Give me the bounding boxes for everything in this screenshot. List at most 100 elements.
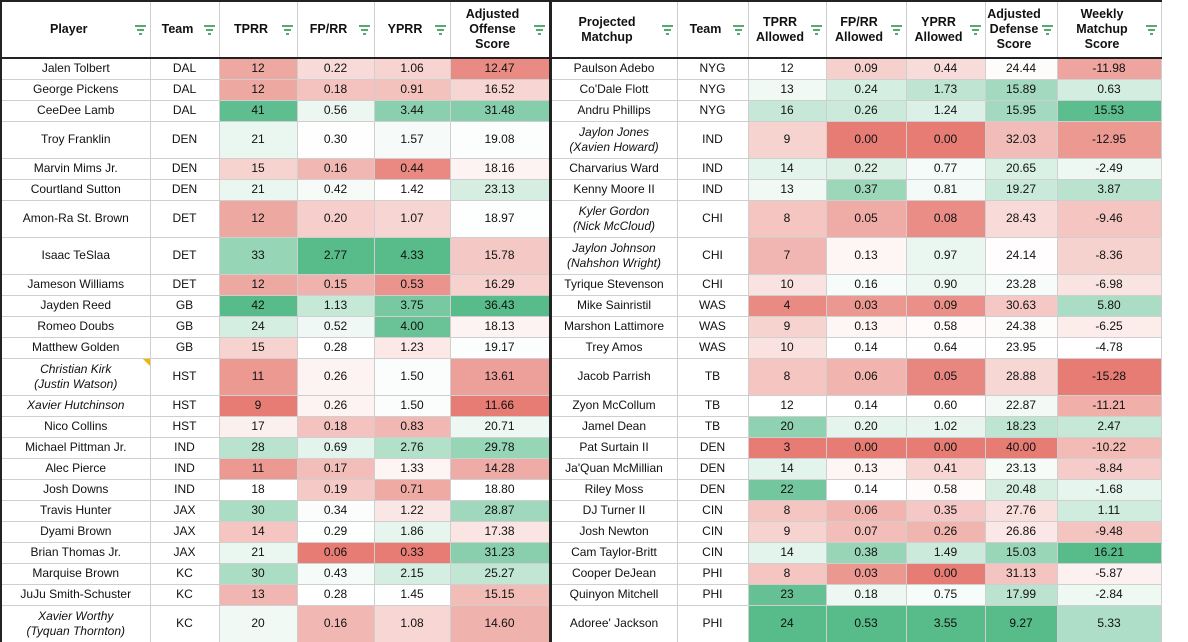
defense-team-cell[interactable]: CIN [676,499,749,522]
matchup-cell[interactable]: Quinyon Mitchell [548,583,678,606]
yprr-allowed-cell[interactable]: 1.02 [905,415,986,438]
yprr-cell[interactable]: 0.33 [373,541,451,564]
defense-score-cell[interactable]: 17.99 [984,583,1058,606]
team-cell[interactable]: DAL [149,57,220,80]
yprr-allowed-cell[interactable]: 0.81 [905,178,986,201]
tprr-allowed-cell[interactable]: 9 [747,120,827,159]
team-cell[interactable]: KC [149,562,220,585]
defense-team-cell[interactable]: DEN [676,457,749,480]
filter-icon[interactable] [1145,24,1157,35]
offense-score-cell[interactable]: 14.60 [449,604,551,642]
offense-score-cell[interactable]: 13.61 [449,357,551,396]
fprr-cell[interactable]: 0.15 [296,273,375,296]
fprr-cell[interactable]: 1.13 [296,294,375,317]
team-cell[interactable]: IND [149,436,220,459]
matchup-cell[interactable]: Josh Newton [548,520,678,543]
team-cell[interactable]: KC [149,583,220,606]
defense-team-cell[interactable]: CHI [676,236,749,275]
yprr-cell[interactable]: 1.50 [373,394,451,417]
tprr-cell[interactable]: 13 [218,583,298,606]
col-header-tprr[interactable]: TPRR [218,0,298,59]
player-cell[interactable]: Amon-Ra St. Brown [0,199,151,238]
fprr-allowed-cell[interactable]: 0.13 [825,236,907,275]
yprr-cell[interactable]: 1.33 [373,457,451,480]
tprr-allowed-cell[interactable]: 9 [747,520,827,543]
weekly-score-cell[interactable]: 5.80 [1056,294,1162,317]
offense-score-cell[interactable]: 15.78 [449,236,551,275]
fprr-cell[interactable]: 0.17 [296,457,375,480]
tprr-allowed-cell[interactable]: 10 [747,273,827,296]
team-cell[interactable]: HST [149,357,220,396]
weekly-score-cell[interactable]: -11.98 [1056,57,1162,80]
fprr-allowed-cell[interactable]: 0.06 [825,499,907,522]
tprr-allowed-cell[interactable]: 4 [747,294,827,317]
fprr-allowed-cell[interactable]: 0.22 [825,157,907,180]
matchup-cell[interactable]: Kyler Gordon (Nick McCloud) [548,199,678,238]
weekly-score-cell[interactable]: 16.21 [1056,541,1162,564]
yprr-cell[interactable]: 0.71 [373,478,451,501]
tprr-allowed-cell[interactable]: 8 [747,562,827,585]
weekly-score-cell[interactable]: -4.78 [1056,336,1162,359]
yprr-allowed-cell[interactable]: 0.09 [905,294,986,317]
col-header-fprr-allowed[interactable]: FP/RR Allowed [825,0,907,59]
weekly-score-cell[interactable]: -1.68 [1056,478,1162,501]
yprr-allowed-cell[interactable]: 0.44 [905,57,986,80]
team-cell[interactable]: DET [149,199,220,238]
fprr-cell[interactable]: 0.28 [296,583,375,606]
tprr-allowed-cell[interactable]: 10 [747,336,827,359]
defense-score-cell[interactable]: 23.28 [984,273,1058,296]
offense-score-cell[interactable]: 31.23 [449,541,551,564]
tprr-cell[interactable]: 11 [218,357,298,396]
team-cell[interactable]: DEN [149,157,220,180]
fprr-cell[interactable]: 0.19 [296,478,375,501]
col-header-player[interactable]: Player [0,0,151,59]
fprr-cell[interactable]: 0.18 [296,78,375,101]
matchup-cell[interactable]: Charvarius Ward [548,157,678,180]
yprr-allowed-cell[interactable]: 3.55 [905,604,986,642]
col-header-yprr-allowed[interactable]: YPRR Allowed [905,0,986,59]
fprr-allowed-cell[interactable]: 0.26 [825,99,907,122]
weekly-score-cell[interactable]: 0.63 [1056,78,1162,101]
fprr-cell[interactable]: 0.16 [296,604,375,642]
team-cell[interactable]: IND [149,457,220,480]
team-cell[interactable]: DET [149,236,220,275]
player-cell[interactable]: JuJu Smith-Schuster [0,583,151,606]
fprr-allowed-cell[interactable]: 0.37 [825,178,907,201]
defense-team-cell[interactable]: NYG [676,99,749,122]
yprr-cell[interactable]: 4.00 [373,315,451,338]
col-header-tprr-allowed[interactable]: TPRR Allowed [747,0,827,59]
filter-icon[interactable] [533,24,545,35]
defense-score-cell[interactable]: 24.44 [984,57,1058,80]
tprr-allowed-cell[interactable]: 14 [747,541,827,564]
team-cell[interactable]: KC [149,604,220,642]
defense-score-cell[interactable]: 32.03 [984,120,1058,159]
yprr-allowed-cell[interactable]: 0.60 [905,394,986,417]
player-cell[interactable]: Courtland Sutton [0,178,151,201]
tprr-cell[interactable]: 21 [218,541,298,564]
defense-score-cell[interactable]: 22.87 [984,394,1058,417]
yprr-cell[interactable]: 2.76 [373,436,451,459]
team-cell[interactable]: JAX [149,499,220,522]
col-header-team[interactable]: Team [149,0,220,59]
offense-score-cell[interactable]: 20.71 [449,415,551,438]
offense-score-cell[interactable]: 12.47 [449,57,551,80]
filter-icon[interactable] [661,24,673,35]
filter-icon[interactable] [281,24,293,35]
defense-score-cell[interactable]: 30.63 [984,294,1058,317]
tprr-allowed-cell[interactable]: 16 [747,99,827,122]
matchup-cell[interactable]: Cam Taylor-Britt [548,541,678,564]
defense-score-cell[interactable]: 15.89 [984,78,1058,101]
offense-score-cell[interactable]: 18.16 [449,157,551,180]
fprr-cell[interactable]: 0.20 [296,199,375,238]
filter-icon[interactable] [810,24,822,35]
player-cell[interactable]: Michael Pittman Jr. [0,436,151,459]
defense-team-cell[interactable]: TB [676,357,749,396]
weekly-score-cell[interactable]: 15.53 [1056,99,1162,122]
tprr-cell[interactable]: 33 [218,236,298,275]
yprr-cell[interactable]: 1.07 [373,199,451,238]
tprr-cell[interactable]: 17 [218,415,298,438]
team-cell[interactable]: HST [149,394,220,417]
yprr-allowed-cell[interactable]: 0.00 [905,562,986,585]
player-cell[interactable]: Josh Downs [0,478,151,501]
fprr-cell[interactable]: 0.16 [296,157,375,180]
